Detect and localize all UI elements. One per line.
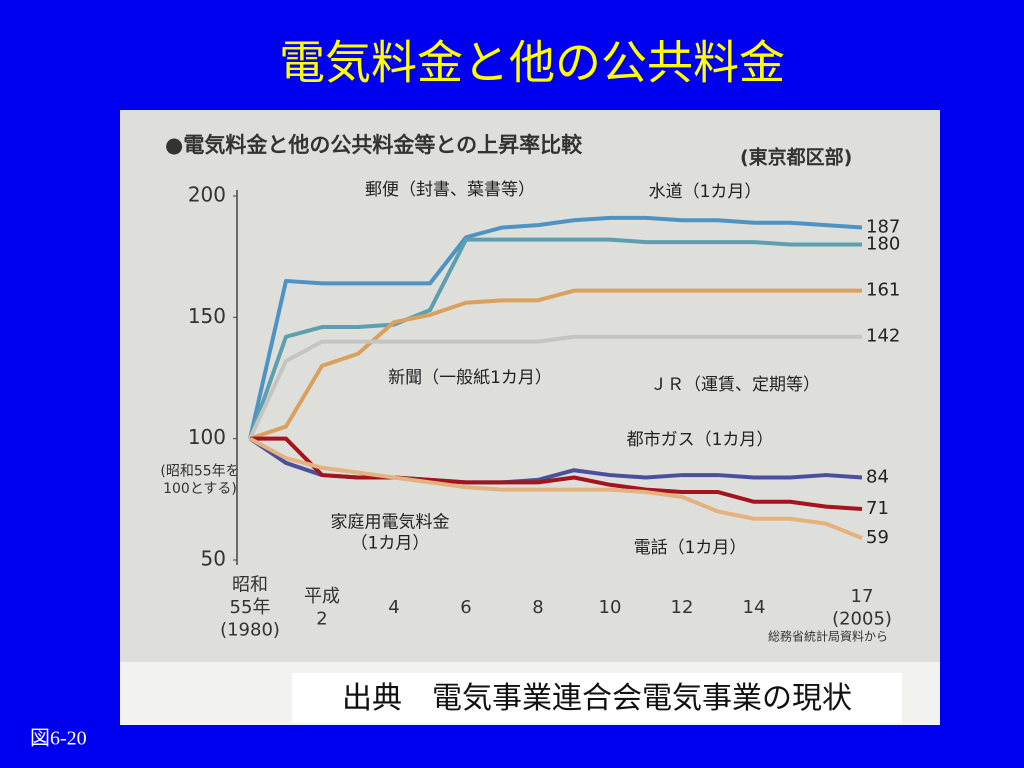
series-line xyxy=(249,436,863,541)
slide-title: 電気料金と他の公共料金 xyxy=(279,36,785,90)
x-tick-label: 6 xyxy=(460,597,471,618)
end-value-label: 59 xyxy=(866,527,889,548)
series-label: 新聞（一般紙1カ月） xyxy=(388,368,552,388)
caption-card xyxy=(292,673,902,723)
series-label: 電話（1カ月） xyxy=(634,538,747,558)
x-tick-label: 4 xyxy=(388,597,399,618)
series-label: 家庭用電気料金（1カ月） xyxy=(331,512,450,553)
end-value-label: 71 xyxy=(866,498,889,519)
end-value-label: 84 xyxy=(866,466,889,487)
series-line xyxy=(248,237,862,440)
end-value-label: 142 xyxy=(866,326,900,347)
end-value-label: 161 xyxy=(866,280,900,301)
y-note: (昭和55年を 100とする) xyxy=(160,463,239,497)
chart-title: ●電気料金と他の公共料金等との上昇率比較 xyxy=(165,133,583,157)
y-tick-label: 100 xyxy=(188,425,226,449)
x-tick-label: 12 xyxy=(671,597,694,618)
x-tick-label: 平成 2 xyxy=(304,586,340,630)
source: 総務省統計局資料から xyxy=(768,629,888,644)
series-label: ＪＲ（運賃、定期等） xyxy=(650,375,820,395)
end-value-label: 187 xyxy=(866,217,900,238)
series-line xyxy=(250,436,863,512)
series-label: 都市ガス（1カ月） xyxy=(627,430,774,450)
x-tick-label: 17 (2005) xyxy=(832,586,892,630)
series-line xyxy=(249,288,862,441)
caption: 出典 電気事業連合会電気事業の現状 xyxy=(342,681,852,716)
series-line xyxy=(248,334,862,440)
end-value-label: 180 xyxy=(866,234,900,255)
x-tick-label: 10 xyxy=(599,597,622,618)
x-tick-label: 8 xyxy=(532,597,543,618)
series-label: 水道（1カ月） xyxy=(649,182,762,202)
figure-label: 図6-20 xyxy=(30,728,87,750)
chart-subtitle: (東京都区部) xyxy=(740,146,852,169)
series-label: 郵便（封書、葉書等） xyxy=(365,180,535,200)
y-tick-label: 200 xyxy=(188,183,226,207)
y-tick-label: 50 xyxy=(201,547,226,571)
x-tick-label: 14 xyxy=(743,597,766,618)
y-tick-label: 150 xyxy=(188,304,226,328)
x-tick-label: 昭和 55年(1980) xyxy=(220,575,280,641)
series-line xyxy=(248,215,863,440)
